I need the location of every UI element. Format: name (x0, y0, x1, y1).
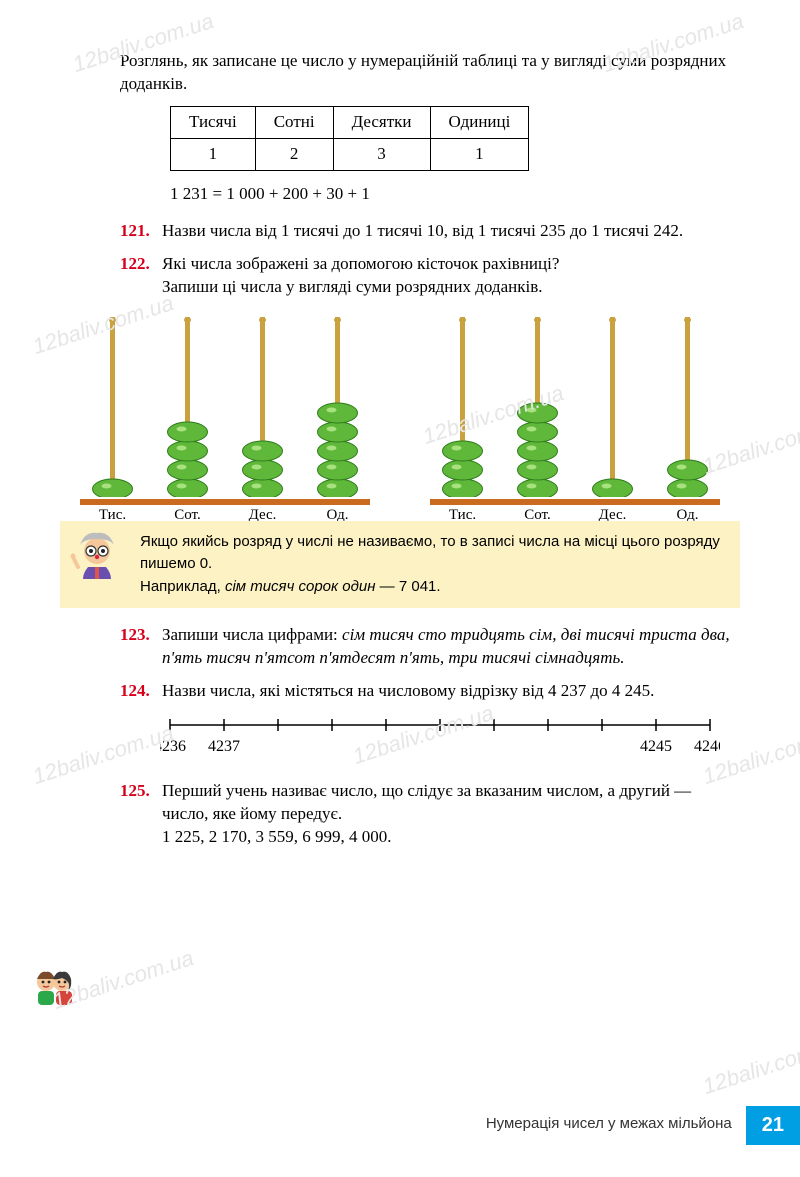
task-number: 121. (120, 220, 162, 243)
decomposition-equation: 1 231 = 1 000 + 200 + 30 + 1 (170, 183, 740, 206)
abacus-column: Дес. (240, 317, 285, 525)
task-123: 123. Запиши числа цифрами: сім тисяч сто… (120, 624, 740, 670)
task-122: 122. Які числа зображені за допомогою кі… (120, 253, 740, 299)
table-cell: 2 (255, 138, 333, 170)
task-121: 121. Назви числа від 1 тисячі до 1 тисяч… (120, 220, 740, 243)
svg-text:4237: 4237 (208, 738, 240, 755)
table-header: Одиниці (430, 106, 529, 138)
tip-box: Якщо якийсь розряд у числі не називаємо,… (60, 521, 740, 609)
task-body: Перший учень називає число, що слідує за… (162, 780, 740, 849)
task-number: 123. (120, 624, 162, 670)
task-line: Перший учень називає число, що слідує за… (162, 780, 740, 826)
table-header: Сотні (255, 106, 333, 138)
tip-line-1: Якщо якийсь розряд у числі не називаємо,… (140, 531, 724, 576)
svg-text:4245: 4245 (640, 738, 672, 755)
abacus-column: Дес. (590, 317, 635, 525)
abacus-column: Тис. (90, 317, 135, 525)
place-value-table: Тисячі Сотні Десятки Одиниці 1 2 3 1 (170, 106, 529, 171)
professor-icon (70, 527, 124, 581)
intro-text: Розглянь, як записане це число у нумерац… (120, 50, 740, 96)
abacus-column: Од. (665, 317, 710, 525)
abacus-column: Тис. (440, 317, 485, 525)
task-number: 122. (120, 253, 162, 299)
task-body: Які числа зображені за допомогою кісточо… (162, 253, 740, 299)
tip-text: — 7 041. (376, 578, 441, 595)
task-body: Назви числа від 1 тисячі до 1 тисячі 10,… (162, 220, 740, 243)
task-number: 125. (120, 780, 162, 849)
task-124: 124. Назви числа, які містяться на число… (120, 680, 740, 703)
task-body: Запиши числа цифрами: сім тисяч сто трид… (162, 624, 740, 670)
task-line: Запиши ці числа у вигляді суми розрядних… (162, 276, 740, 299)
table-cell: 1 (171, 138, 256, 170)
table-value-row: 1 2 3 1 (171, 138, 529, 170)
svg-text:4236: 4236 (160, 738, 186, 755)
abacus-column: Сот. (515, 317, 560, 525)
task-numbers: 1 225, 2 170, 3 559, 6 999, 4 000. (162, 826, 740, 849)
task-line: Які числа зображені за допомогою кісточо… (162, 253, 740, 276)
page: Розглянь, як записане це число у нумерац… (0, 0, 800, 1177)
number-line: 4236 4237 4245 4246 (160, 713, 740, 770)
tip-line-2: Наприклад, сім тисяч сорок один — 7 041. (140, 576, 724, 599)
table-header-row: Тисячі Сотні Десятки Одиниці (171, 106, 529, 138)
table-cell: 1 (430, 138, 529, 170)
table-cell: 3 (333, 138, 430, 170)
page-footer: Нумерація чисел у межах мільйона 21 (486, 1106, 800, 1145)
abacus-1: Тис.Сот.Дес.Од. (80, 317, 370, 505)
tip-example: сім тисяч сорок один (225, 578, 376, 595)
abacus-2: Тис.Сот.Дес.Од. (430, 317, 720, 505)
abacus-column: Сот. (165, 317, 210, 525)
table-header: Десятки (333, 106, 430, 138)
task-125: 125. Перший учень називає число, що слід… (120, 780, 740, 849)
task-lead: Запиши числа цифрами: (162, 625, 342, 644)
tip-text: Наприклад, (140, 578, 225, 595)
footer-section-title: Нумерація чисел у межах мільйона (486, 1106, 746, 1145)
watermark: 12baliv.com.ua (699, 1028, 800, 1101)
abacus-row: Тис.Сот.Дес.Од. Тис.Сот.Дес.Од. (60, 317, 740, 505)
task-number: 124. (120, 680, 162, 703)
number-line-svg: 4236 4237 4245 4246 (160, 713, 720, 763)
pair-students-icon (32, 968, 78, 1008)
table-header: Тисячі (171, 106, 256, 138)
abacus-column: Од. (315, 317, 360, 525)
task-body: Назви числа, які містяться на числовому … (162, 680, 740, 703)
page-number-badge: 21 (746, 1106, 800, 1145)
svg-text:4246: 4246 (694, 738, 720, 755)
